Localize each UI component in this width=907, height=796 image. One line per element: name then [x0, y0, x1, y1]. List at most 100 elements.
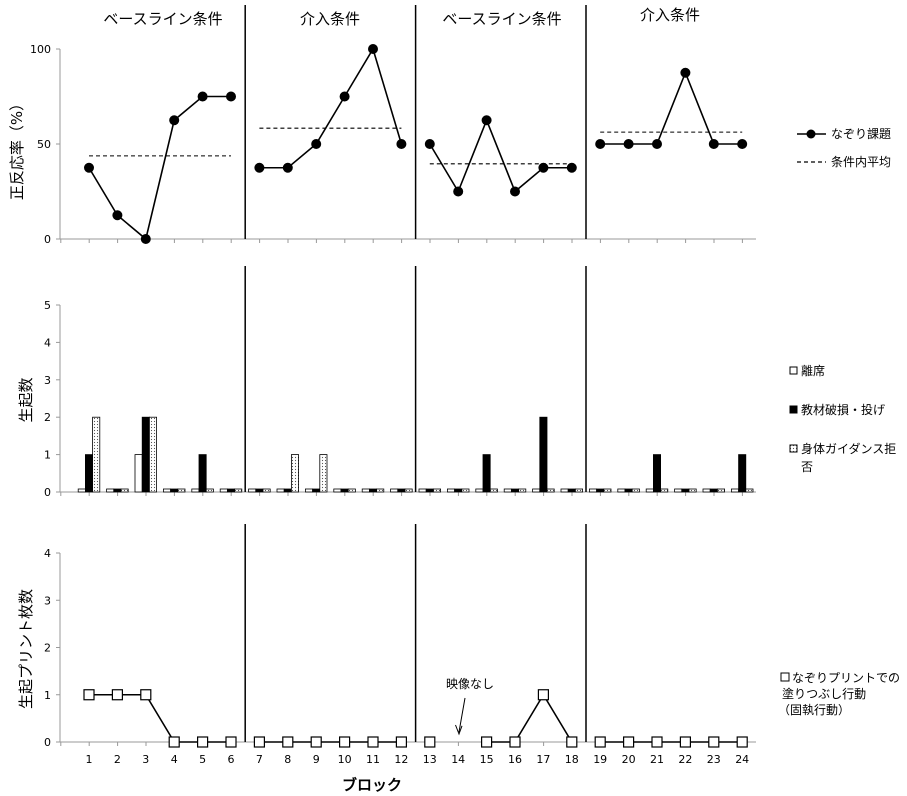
series-line-segment [486, 693, 573, 743]
y-tick-label: 0 [44, 233, 51, 246]
bar-guidance-refusal [518, 488, 527, 493]
bar-leaving-seat [361, 488, 370, 493]
y-tick-label: 3 [44, 374, 51, 387]
bar-guidance-refusal [575, 488, 584, 493]
data-point [680, 67, 691, 78]
bar-guidance-refusal [120, 488, 129, 493]
x-tick-label: 10 [338, 753, 352, 766]
legend-item-guidance-refusal: 身体ガイダンス拒 [801, 441, 896, 456]
bar-leaving-seat [304, 488, 313, 493]
y-tick-label: 1 [44, 449, 51, 462]
x-tick-label: 6 [228, 753, 235, 766]
phase-label-intervention-2: 介入条件 [640, 6, 700, 24]
data-point [339, 91, 350, 102]
data-point [197, 91, 208, 102]
x-tick-label: 12 [394, 753, 408, 766]
bar-damage-throw [709, 488, 718, 493]
data-point [168, 736, 180, 748]
bar-series-group [77, 416, 754, 493]
data-point [679, 736, 692, 748]
series-line-segment [600, 70, 743, 145]
legend-item-tracing-task: なぞり課題 [831, 126, 891, 141]
y-tick-label: 1 [44, 689, 51, 702]
y-axis-label-accuracy: 正反応率（%） [8, 96, 26, 200]
phase-label-baseline-1: ベースライン条件 [103, 10, 222, 28]
y-tick-label: 3 [44, 594, 51, 607]
data-point [481, 736, 493, 748]
series-line-segment [429, 118, 572, 194]
x-tick-label: 17 [536, 753, 550, 766]
data-point [424, 736, 436, 748]
x-tick-label: 1 [86, 753, 93, 766]
y-tick-label: 4 [44, 336, 51, 349]
bar-damage-throw [738, 454, 747, 493]
series-line-segment [88, 95, 231, 241]
data-point [424, 139, 435, 149]
bar-leaving-seat [418, 488, 427, 493]
bar-leaving-seat [390, 488, 399, 493]
bar-leaving-seat [162, 488, 171, 493]
legend-item-phase-mean: 条件内平均 [831, 155, 891, 169]
x-axis-label: ブロック [342, 776, 402, 794]
data-point [83, 689, 95, 701]
y-tick-label: 4 [44, 547, 51, 560]
x-tick-label: 4 [171, 753, 178, 766]
bar-damage-throw [681, 488, 690, 493]
data-point [226, 91, 236, 102]
x-tick-label: 21 [650, 753, 664, 766]
series-phase-mean [89, 127, 743, 165]
bar-damage-throw [454, 488, 463, 493]
bar-damage-throw [510, 488, 519, 493]
bar-leaving-seat [731, 488, 740, 493]
bar-damage-throw [340, 488, 349, 493]
data-point [140, 234, 151, 244]
bar-leaving-seat [503, 488, 512, 493]
data-point [538, 162, 549, 173]
series-tracing-task [84, 44, 748, 244]
data-point [652, 139, 662, 149]
data-point [651, 736, 663, 748]
bar-guidance-refusal [489, 488, 498, 493]
phase-label-baseline-2: ベースライン条件 [442, 10, 561, 28]
data-point [311, 139, 322, 149]
y-tick-label: 2 [44, 642, 51, 655]
data-point [510, 186, 520, 197]
bar-damage-throw [312, 488, 321, 493]
bar-leaving-seat [106, 488, 115, 493]
data-point [225, 736, 237, 748]
data-point [708, 139, 719, 149]
data-point [396, 139, 407, 149]
legend-swatch-perseveration [780, 672, 790, 682]
bar-damage-throw [567, 488, 576, 493]
bar-leaving-seat [446, 488, 455, 493]
data-point [368, 44, 378, 54]
x-tick-label: 15 [480, 753, 494, 766]
x-tick-label: 9 [313, 753, 320, 766]
data-point [197, 736, 209, 748]
bar-damage-throw [226, 488, 235, 493]
bar-leaving-seat [532, 488, 541, 493]
legend-top: なぞり課題 条件内平均 [797, 126, 891, 169]
bar-damage-throw [368, 488, 377, 493]
legend-item-perseveration-line2: 塗りつぶし行動 [782, 686, 866, 701]
series-line-segment [89, 693, 231, 743]
legend-top-marker-swatch [806, 129, 816, 139]
bar-damage-throw [141, 416, 150, 493]
x-tick-labels: 1 2 3 4 5 6 7 8 9 10 11 12 13 14 15 16 17 18 19 20 21 22 23 24 [86, 753, 750, 766]
legend-swatch-guidance-refusal [789, 444, 798, 453]
data-point [367, 736, 379, 748]
y-axis-label-prints: 生起プリント枚数 [17, 589, 35, 709]
y-tick-label: 50 [37, 138, 51, 151]
legend-middle: 離席 教材破損・投げ 身体ガイダンス拒 否 [789, 363, 896, 474]
bar-damage-throw [283, 488, 292, 493]
x-tick-label: 19 [593, 753, 607, 766]
bar-guidance-refusal [603, 488, 612, 493]
x-tick-label: 23 [707, 753, 721, 766]
annotation-arrow [455, 697, 466, 736]
data-point [623, 139, 634, 149]
series-perseveration [83, 689, 748, 748]
data-point [595, 139, 606, 149]
bar-damage-throw [397, 488, 406, 493]
